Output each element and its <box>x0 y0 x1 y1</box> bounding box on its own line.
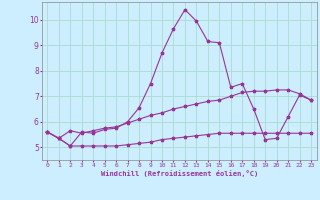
X-axis label: Windchill (Refroidissement éolien,°C): Windchill (Refroidissement éolien,°C) <box>100 170 258 177</box>
